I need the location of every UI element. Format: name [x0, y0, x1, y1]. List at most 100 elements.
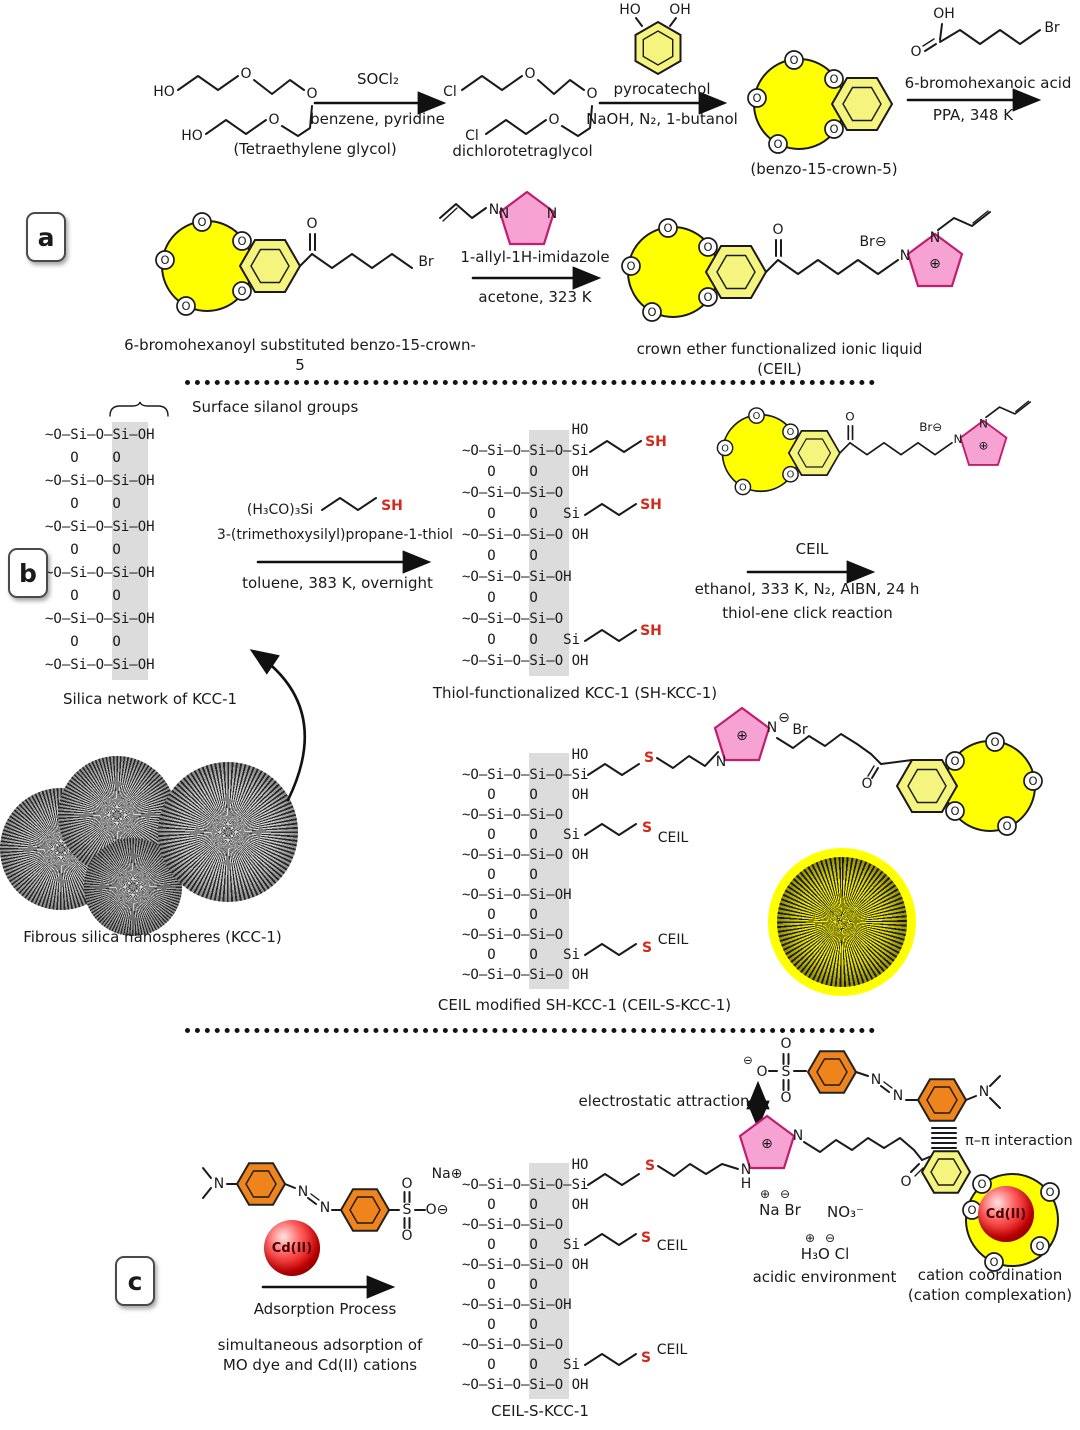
atom-O: O: [268, 112, 279, 128]
adsorption-arrow-label: Adsorption Process: [253, 1300, 397, 1318]
atom-O: O: [401, 1176, 412, 1192]
step4-conditions: acetone, 323 K: [478, 288, 592, 306]
adsorption-note-line2: MO dye and Cd(II) cations: [222, 1355, 418, 1374]
atom-O: O: [900, 1174, 911, 1190]
atom-O: O: [306, 216, 317, 232]
azo-N: N: [893, 1088, 903, 1104]
atom-N: N: [793, 1128, 803, 1144]
ceil-coated-nanosphere: [768, 848, 916, 996]
atom-N: N: [499, 206, 509, 222]
chloride-text: Cl: [834, 1244, 850, 1263]
adsorption-note: simultaneous adsorption of MO dye and Cd…: [205, 1336, 435, 1375]
allyl-imidazole-structure: N N N: [439, 190, 557, 246]
b15c5-label: (benzo-15-crown-5): [750, 160, 898, 178]
atom-N: N: [489, 202, 499, 218]
dichlorotetraglycol-structure: Cl O O Cl O: [443, 66, 597, 144]
ceil-s-kcc-label: CEIL modified SH-KCC-1 (CEIL-S-KCC-1): [437, 996, 732, 1014]
ceil-product-structure: [622, 211, 990, 321]
cation-line2: (cation complexation): [907, 1285, 1073, 1304]
silanol-highlight-band: [112, 422, 148, 680]
plus-charge: ⊕: [736, 728, 748, 744]
dcg-label: dichlorotetraglycol: [452, 142, 593, 160]
nanosphere-fibers: [777, 857, 907, 987]
atom-O: O: [910, 44, 921, 60]
atom-O: O: [861, 776, 872, 792]
thioether-S: S: [641, 1230, 651, 1246]
atom-N: N: [547, 206, 557, 222]
atom-O: O: [967, 1203, 976, 1217]
cation-line1: cation coordination: [917, 1266, 1063, 1284]
atom-Cl: Cl: [443, 84, 457, 100]
atom-O: O: [586, 86, 597, 102]
section-divider: [185, 1028, 875, 1033]
silica-network-lattice: ~O–Si–O–Si–OH O O ~O–Si–O–Si–OH O O ~O–S…: [45, 427, 155, 673]
kcc1-nanosphere: [158, 762, 298, 902]
benzo-15-crown-5-structure: [747, 50, 893, 154]
thiol-group: SH: [381, 498, 403, 514]
thiol-conditions: toluene, 383 K, overnight: [242, 574, 433, 592]
thiol-branches: SH SH SH: [584, 434, 667, 642]
ceil-abbrev: CEIL: [658, 830, 689, 846]
acidic-environment-label: acidic environment: [752, 1268, 897, 1286]
benzene-ring: [339, 1188, 391, 1232]
thiol-group: SH: [645, 434, 667, 450]
step3-conditions: PPA, 348 K: [932, 106, 1014, 124]
atom-O: O: [1045, 1185, 1054, 1199]
ceil-arrow-label: CEIL: [795, 540, 829, 558]
surface-silanol-label: Surface silanol groups: [192, 398, 359, 416]
silanol-highlight-band: [529, 430, 569, 676]
benzene-inner: [816, 1058, 848, 1086]
na-br-ions: ⊕⊖ Na Br: [748, 1187, 812, 1219]
na-br-text: Na Br: [759, 1200, 801, 1219]
atom-O: O: [524, 66, 535, 82]
minus-sign: ⊖: [780, 1187, 801, 1201]
step3-reagent: 6-bromohexanoic acid: [904, 74, 1072, 92]
bromo-crown-label: 6-bromohexanoyl substituted benzo-15-cro…: [124, 336, 476, 374]
fibrous-label: Fibrous silica nanospheres (KCC-1): [23, 928, 282, 946]
silanol-highlight-band: [529, 1163, 569, 1399]
thiol-group: SH: [640, 623, 662, 639]
silanol-highlight-band: [529, 753, 569, 989]
section-divider: [185, 380, 875, 385]
atom-O: O: [1035, 1239, 1044, 1253]
azo-N: N: [298, 1184, 308, 1200]
silane-group: (H₃CO)₃Si: [247, 502, 313, 518]
minus-charge: ⊖: [743, 1053, 753, 1067]
step2-conditions: NaOH, N₂, 1-butanol: [586, 110, 738, 128]
benzene-inner: [926, 1086, 958, 1114]
click-name: thiol-ene click reaction: [722, 604, 893, 622]
panel-a-badge: a: [26, 212, 66, 262]
teg-label: (Tetraethylene glycol): [233, 140, 397, 158]
pi-pi-label: π–π interaction: [965, 1133, 1073, 1149]
atom-Br: Br: [792, 722, 808, 738]
click-conditions: ethanol, 333 K, N₂, AIBN, 24 h: [694, 580, 920, 598]
benzene-ring: [235, 1162, 287, 1206]
plus-sign: ⊕: [804, 1231, 825, 1245]
panel-b-badge: b: [8, 548, 48, 598]
atom-O: O: [977, 1177, 986, 1191]
atom-O: O: [401, 1228, 412, 1244]
atom-OH: OH: [669, 2, 691, 18]
panel-c-badge: c: [115, 1256, 155, 1306]
amine-N: N: [979, 1084, 989, 1100]
atom-N: N: [741, 1162, 751, 1178]
benzene-ring: [634, 20, 682, 76]
atom-O: O: [780, 1036, 791, 1052]
silica-network-label: Silica network of KCC-1: [62, 690, 238, 708]
ceil-abbrev: CEIL: [657, 1342, 688, 1358]
atom-HO: HO: [619, 2, 641, 18]
thioether-S: S: [641, 1350, 651, 1366]
hydronium-text: H₃O: [800, 1244, 830, 1263]
benzene-inner: [245, 1170, 277, 1198]
sodium-cation: Na⊕: [432, 1166, 463, 1182]
ceil-s-kcc1-lattice-c: HO ~O–Si–O–Si–O–Si O O OH ~O–Si–O–Si–O O…: [462, 1157, 589, 1393]
bromohexanoic-acid-structure: OH O Br: [910, 6, 1059, 60]
minus-sign: ⊖: [825, 1231, 846, 1245]
cadmium-ion-sphere: Cd(II): [264, 1220, 320, 1276]
nitrate-ion: NO₃⁻: [827, 1203, 864, 1221]
plus-charge: ⊕: [761, 1136, 773, 1152]
ceil-abbrev: CEIL: [658, 932, 689, 948]
benzene-inner: [642, 30, 674, 66]
thioether-S: S: [642, 820, 652, 836]
atom-O: O: [756, 1064, 767, 1080]
